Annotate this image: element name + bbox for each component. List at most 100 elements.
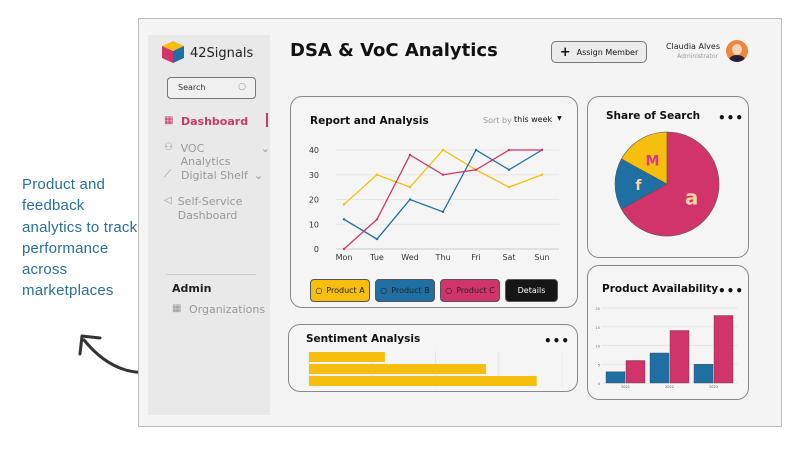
more-icon[interactable]: ••• bbox=[718, 111, 745, 125]
series-line bbox=[343, 149, 543, 205]
caret-down-icon: ▼ bbox=[557, 115, 562, 122]
data-point bbox=[441, 173, 445, 176]
dot-icon: ○ bbox=[315, 286, 323, 295]
data-point bbox=[408, 198, 412, 201]
legend-product-b[interactable]: ○ Product B bbox=[375, 279, 435, 302]
sidebar-item-label: Digital Shelf bbox=[181, 169, 248, 182]
data-point bbox=[342, 203, 346, 206]
assign-member-button[interactable]: + Assign Member bbox=[551, 41, 647, 63]
report-card: Report and Analysis Sort by this week ▼ 0… bbox=[290, 96, 578, 308]
chart-icon: ⟋ bbox=[164, 169, 171, 180]
sort-dropdown[interactable]: this week ▼ bbox=[514, 115, 562, 124]
user-name: Claudia Alves bbox=[665, 42, 720, 51]
avatar[interactable] bbox=[726, 40, 748, 62]
search-input[interactable]: Search ○ bbox=[167, 77, 256, 99]
data-point bbox=[507, 185, 511, 189]
sort-label: Sort by bbox=[483, 116, 512, 125]
x-tick-label: Mon bbox=[336, 253, 353, 262]
data-point bbox=[342, 247, 346, 251]
data-point bbox=[474, 168, 478, 171]
sidebar-item-digital-shelf[interactable]: ⟋ Digital Shelf ⌄ bbox=[164, 169, 263, 182]
data-point bbox=[375, 237, 379, 241]
search-placeholder: Search bbox=[178, 83, 206, 92]
y-tick-label: 30 bbox=[309, 171, 319, 180]
x-tick-label: 2022 bbox=[665, 385, 674, 389]
bar bbox=[605, 371, 626, 384]
pie-chart: a fM bbox=[614, 131, 720, 237]
legend-label: Product C bbox=[456, 286, 495, 295]
y-tick-label: 10 bbox=[596, 345, 600, 349]
x-tick-label: 2023 bbox=[709, 385, 718, 389]
plus-icon: + bbox=[559, 44, 571, 60]
data-point bbox=[408, 185, 412, 189]
x-tick-label: Sat bbox=[502, 253, 515, 262]
chevron-down-icon: ⌄ bbox=[260, 142, 270, 155]
legend-label: Product A bbox=[326, 286, 365, 295]
legend-product-a[interactable]: ○ Product A bbox=[310, 279, 370, 302]
data-point bbox=[540, 148, 544, 152]
user-role: Administrator bbox=[677, 53, 718, 60]
x-tick-label: Fri bbox=[471, 253, 481, 262]
amazon-logo-icon: a bbox=[685, 186, 699, 210]
data-point bbox=[507, 168, 511, 171]
bar bbox=[649, 352, 670, 384]
legend-product-c[interactable]: ○ Product C bbox=[440, 279, 500, 302]
data-point bbox=[342, 218, 346, 221]
y-tick-label: 0 bbox=[314, 245, 319, 254]
users-icon: ⚇ bbox=[164, 142, 173, 153]
divider bbox=[166, 274, 256, 275]
data-point bbox=[375, 173, 379, 176]
x-tick-label: Thu bbox=[434, 253, 450, 262]
sidebar-item-label: VOC Analytics bbox=[180, 142, 231, 168]
dot-icon: ○ bbox=[445, 286, 453, 295]
x-tick-label: Sun bbox=[534, 253, 549, 262]
bar bbox=[693, 364, 714, 384]
dot-icon: ○ bbox=[380, 286, 388, 295]
more-icon[interactable]: ••• bbox=[544, 334, 571, 348]
grid-icon: ▦ bbox=[172, 303, 182, 314]
sidebar-item-voc-analytics[interactable]: ⚇ VOC Analytics ⌄ bbox=[164, 142, 270, 168]
bar bbox=[669, 330, 690, 384]
page-title: DSA & VoC Analytics bbox=[290, 40, 498, 61]
line-chart: 0 10 20 30 40 Mon Tue Wed Thu Fri Sat Sun bbox=[309, 146, 559, 262]
data-point bbox=[408, 153, 412, 157]
chevron-down-icon: ⌄ bbox=[253, 169, 264, 182]
data-point bbox=[507, 148, 511, 152]
legend-label: Product B bbox=[391, 286, 430, 295]
sidebar-item-self-service-dashboard[interactable]: ◁ Self-Service Dashboard bbox=[164, 195, 264, 223]
sidebar-item-dashboard[interactable]: ▦ Dashboard bbox=[164, 115, 248, 128]
details-button[interactable]: Details bbox=[505, 279, 558, 302]
y-tick-label: 5 bbox=[598, 363, 600, 367]
y-tick-label: 20 bbox=[309, 196, 319, 205]
bar bbox=[309, 352, 385, 362]
card-title: Product Availability bbox=[602, 283, 719, 295]
data-point bbox=[375, 218, 379, 221]
button-label: Assign Member bbox=[576, 47, 639, 57]
caption-text: Product and feedback analytics to track … bbox=[22, 176, 138, 300]
y-tick-label: 40 bbox=[309, 146, 319, 155]
sidebar-item-organizations[interactable]: ▦ Organizations bbox=[172, 303, 265, 316]
sidebar: 42Signals Search ○ ▦ Dashboard ⚇ VOC Analyt… bbox=[148, 35, 270, 415]
bar bbox=[309, 364, 487, 374]
card-title: Sentiment Analysis bbox=[306, 333, 421, 345]
data-point bbox=[540, 173, 544, 176]
grid-icon: ▦ bbox=[164, 115, 174, 126]
more-icon[interactable]: ••• bbox=[718, 284, 745, 298]
y-tick-label: 0 bbox=[598, 382, 600, 386]
x-tick-label: Tue bbox=[369, 253, 384, 262]
admin-heading: Admin bbox=[172, 282, 212, 295]
sort-value: this week bbox=[514, 115, 553, 124]
sidebar-item-label: Dashboard bbox=[181, 115, 249, 128]
megaphone-icon: ◁ bbox=[164, 195, 172, 206]
data-point bbox=[441, 210, 445, 214]
bar bbox=[309, 376, 537, 386]
brand-name: 42Signals bbox=[190, 46, 254, 61]
pie-slice-myntra bbox=[621, 131, 668, 185]
data-point bbox=[441, 148, 445, 152]
active-indicator bbox=[266, 113, 268, 127]
bar bbox=[713, 315, 734, 384]
logo-icon bbox=[162, 41, 184, 63]
product-availability-card: Product Availability ••• 0 5 10 15 20 2021 202… bbox=[587, 265, 749, 400]
flipkart-logo-icon: f bbox=[635, 178, 642, 194]
x-tick-label: Wed bbox=[401, 253, 418, 262]
